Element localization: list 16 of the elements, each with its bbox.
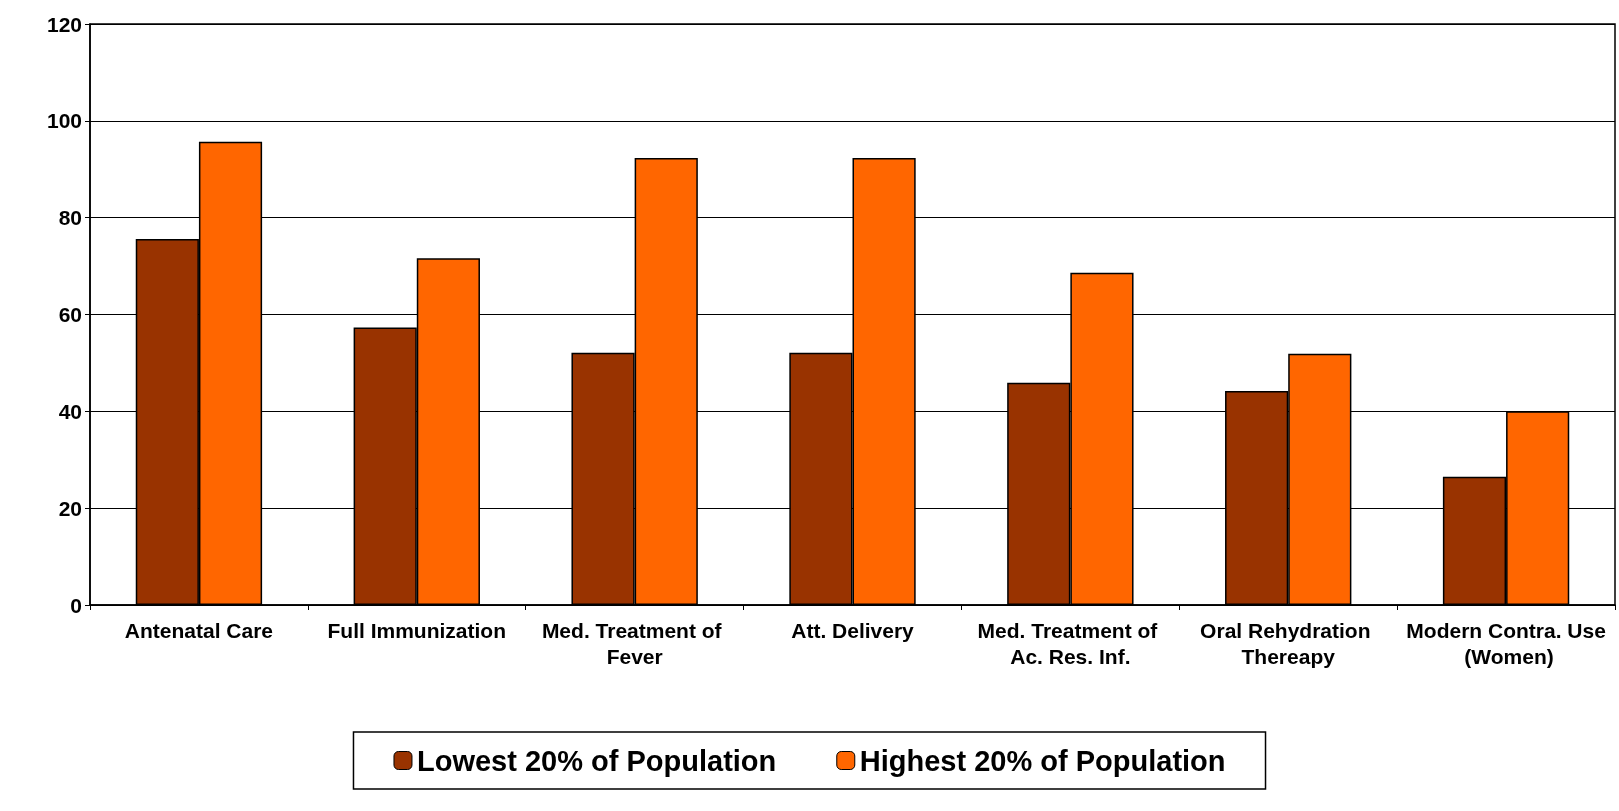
y-tick-label: 80 (58, 206, 82, 230)
x-tick-label: Antenatal Care (124, 618, 274, 642)
legend-label: Highest 20% of Population (859, 744, 1226, 777)
x-tick-label: Oral Rehydration Thereapy (1200, 618, 1377, 668)
x-tick-label: Full Immunization (327, 618, 507, 642)
legend-label: Lowest 20% of Population (416, 744, 777, 777)
y-tick-label: 120 (46, 12, 82, 36)
y-tick-label: 100 (46, 109, 82, 133)
x-tick-label: Med. Treatment of Fever (541, 618, 728, 668)
y-tick-label: 0 (70, 593, 82, 617)
y-tick-label: 60 (58, 303, 82, 326)
x-tick-label: Att. Delivery (791, 618, 915, 642)
y-tick-label: 20 (58, 496, 82, 520)
x-tick-label: Modern Contra. Use (Women) (1406, 618, 1606, 668)
x-tick-label: Med. Treatment of Ac. Res. Inf. (977, 618, 1164, 668)
y-tick-label: 40 (58, 399, 82, 423)
